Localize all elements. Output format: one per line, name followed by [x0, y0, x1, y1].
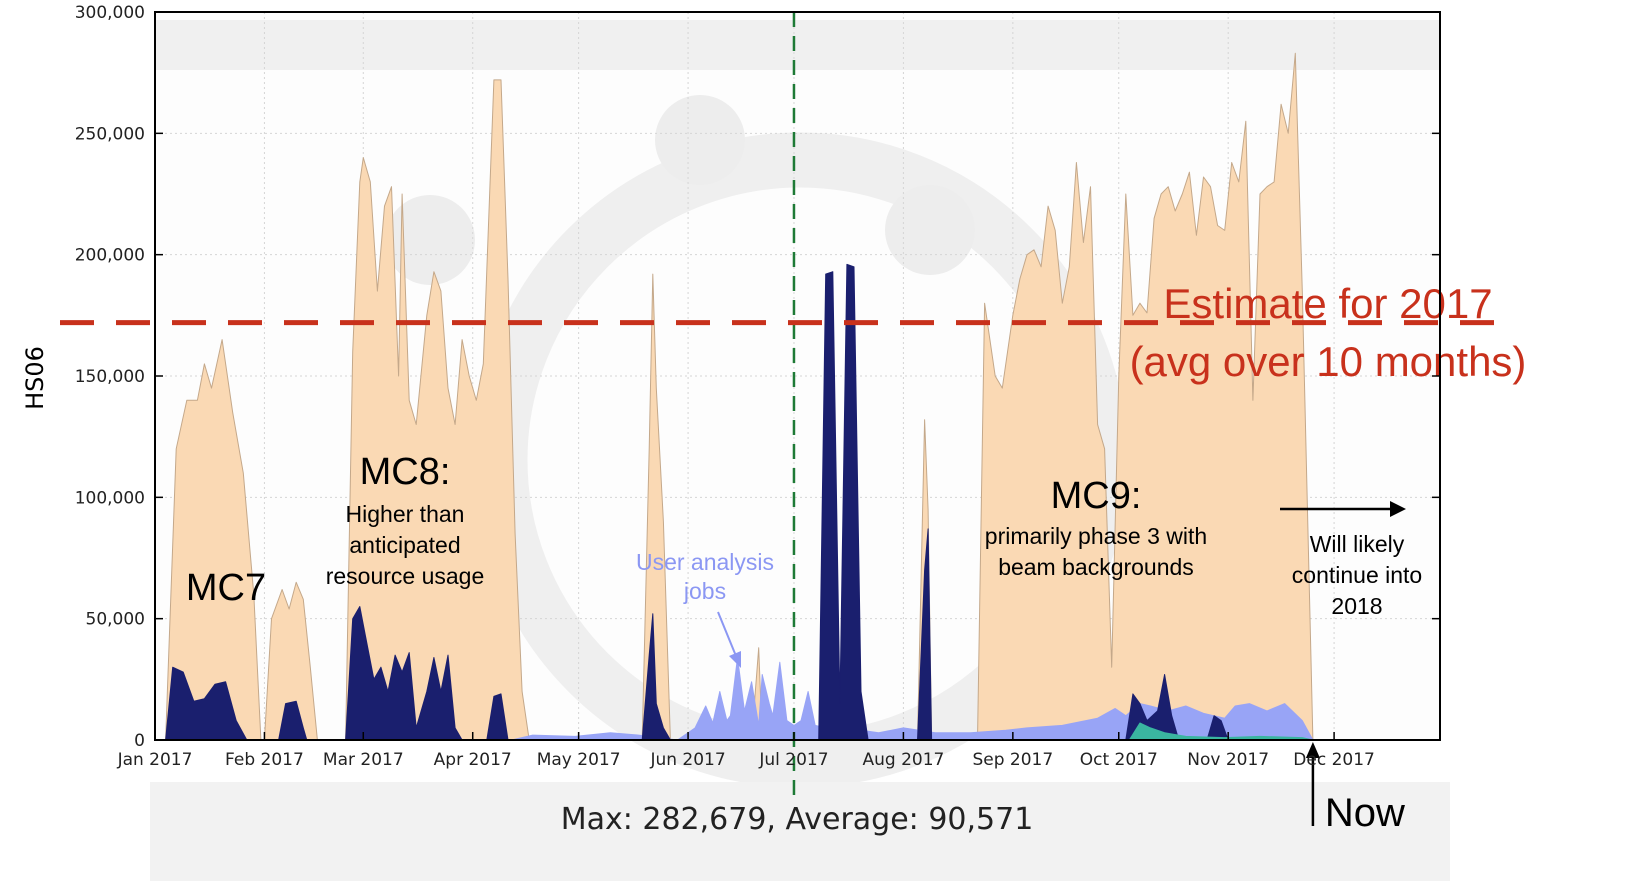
x-tick-label: Jun 2017	[649, 750, 725, 770]
y-tick-label: 150,000	[75, 367, 145, 387]
mc9-label-line: beam backgrounds	[998, 554, 1194, 580]
user-analysis-label: User analysis	[636, 549, 774, 575]
watermark-dot	[655, 95, 745, 185]
y-tick-label: 0	[134, 731, 145, 751]
y-tick-label: 200,000	[75, 246, 145, 266]
series-area-dark	[165, 263, 1229, 741]
mc8-label-line: resource usage	[326, 563, 485, 589]
user-analysis-label: jobs	[683, 578, 726, 604]
watermark-band	[155, 20, 1440, 70]
x-tick-label: Sep 2017	[972, 750, 1053, 770]
x-tick-label: Mar 2017	[323, 750, 404, 770]
summary-text: Max: 282,679, Average: 90,571	[561, 802, 1034, 837]
y-tick-label: 100,000	[75, 488, 145, 508]
mc9-label: MC9:	[1051, 475, 1142, 517]
now-label: Now	[1325, 791, 1405, 835]
estimate-label: Estimate for 2017	[1163, 280, 1492, 327]
mc8-label-line: Higher than	[346, 501, 465, 527]
x-tick-label: Nov 2017	[1187, 750, 1269, 770]
area-series	[165, 52, 1314, 741]
x-tick-label: May 2017	[537, 750, 621, 770]
mc9-label-line: primarily phase 3 with	[985, 523, 1207, 549]
user-analysis-arrow-shaft	[717, 611, 737, 657]
x-tick-label: Apr 2017	[434, 750, 512, 770]
annotations: Estimate for 2017 (avg over 10 months) MC7…	[60, 12, 1526, 835]
y-tick-label: 300,000	[75, 3, 145, 23]
y-axis-label: HS06	[21, 346, 49, 410]
watermark-footer	[150, 782, 1450, 881]
continue-label-line: continue into	[1292, 562, 1422, 588]
watermark-dot	[885, 185, 975, 275]
user-analysis-arrowhead	[729, 651, 741, 668]
y-tick-label: 250,000	[75, 124, 145, 144]
watermark-dot	[385, 195, 475, 285]
axes: 0 50,000 100,000 150,000 200,000 250,000 300,0…	[21, 3, 1441, 837]
mc7-label: MC7	[186, 567, 266, 609]
x-tick-label: Feb 2017	[225, 750, 304, 770]
continue-label-line: 2018	[1331, 593, 1382, 619]
mc8-label: MC8:	[360, 451, 451, 493]
x-tick-label: Aug 2017	[862, 750, 944, 770]
x-tick-label: Jul 2017	[758, 750, 828, 770]
mc8-label-line: anticipated	[349, 532, 460, 558]
continue-arrowhead	[1390, 501, 1406, 517]
estimate-label: (avg over 10 months)	[1130, 338, 1527, 385]
y-tick-label: 50,000	[86, 610, 145, 630]
x-tick-label: Jan 2017	[117, 750, 193, 770]
series-area-production	[165, 52, 1314, 741]
continue-label-line: Will likely	[1310, 531, 1405, 557]
series-area-teal	[1128, 722, 1314, 741]
x-tick-label: Dec 2017	[1293, 750, 1375, 770]
now-arrowhead	[1305, 742, 1320, 758]
x-tick-label: Oct 2017	[1080, 750, 1158, 770]
